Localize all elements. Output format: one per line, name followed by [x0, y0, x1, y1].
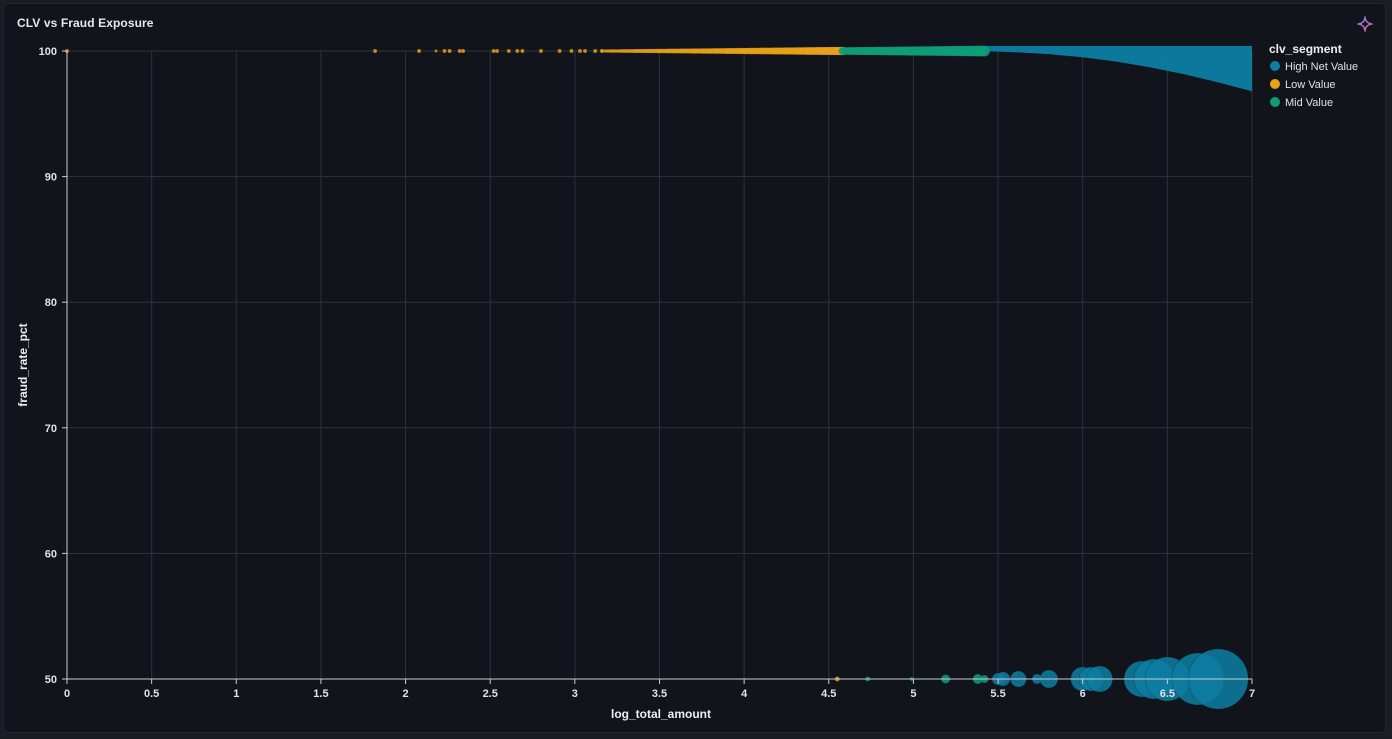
- sparkle-icon[interactable]: [1357, 16, 1373, 32]
- low-value-point: [372, 48, 378, 54]
- y-tick-label: 50: [45, 674, 57, 686]
- legend-swatch: [1270, 79, 1280, 89]
- low-value-point: [442, 48, 447, 54]
- chart-panel: CLV vs Fraud Exposure: [3, 3, 1386, 733]
- high-net-value-band: [981, 46, 1252, 92]
- legend: clv_segment High Net Value Low Value Mid V…: [1269, 42, 1358, 109]
- x-tick-label: 1.5: [313, 688, 328, 700]
- y-tick-label: 70: [45, 423, 57, 435]
- y-tick-label: 90: [45, 172, 57, 184]
- x-tick-label: 2: [403, 688, 409, 700]
- low-value-point: [506, 48, 512, 54]
- x-tick-label: 1: [233, 688, 239, 700]
- x-tick-label: 3: [572, 688, 578, 700]
- x-tick-label: 6: [1080, 688, 1086, 700]
- low-value-point: [538, 48, 544, 54]
- x-tick-label: 7: [1249, 688, 1255, 700]
- x-tick-label: 0: [64, 688, 70, 700]
- low-value-point: [494, 48, 500, 54]
- panel-title: CLV vs Fraud Exposure: [17, 16, 154, 30]
- legend-entry: Low Value: [1285, 79, 1336, 91]
- low-value-point: [592, 48, 598, 54]
- legend-title: clv_segment: [1269, 42, 1342, 56]
- x-tick-label: 6.5: [1160, 688, 1175, 700]
- low-value-point: [434, 49, 438, 53]
- axes: 0 0.5 1 1.5 2 2.5 3 3.5 4 4.5 5 5.5 6 6.5 7 50 60 70 80 90 1…: [39, 46, 1255, 700]
- y-axis-label: fraud_rate_pct: [16, 323, 30, 406]
- x-axis-label: log_total_amount: [611, 707, 711, 721]
- y-tick-label: 60: [45, 548, 57, 560]
- chart-marks: [64, 45, 1252, 710]
- low-value-point: [599, 48, 605, 54]
- x-tick-label: 2.5: [483, 688, 498, 700]
- low-value-point: [577, 48, 583, 54]
- low-value-point: [460, 48, 466, 54]
- low-value-point: [520, 48, 525, 54]
- low-value-point: [447, 48, 452, 54]
- low-value-point: [582, 48, 588, 54]
- y-tick-label: 80: [45, 297, 57, 309]
- x-tick-label: 5.5: [990, 688, 1005, 700]
- legend-swatch: [1270, 97, 1280, 107]
- mid-value-point: [979, 45, 990, 57]
- grid-lines: [66, 50, 1253, 680]
- x-tick-label: 4: [741, 688, 748, 700]
- legend-entry: High Net Value: [1285, 61, 1358, 73]
- x-tick-label: 0.5: [144, 688, 159, 700]
- legend-swatch: [1270, 61, 1280, 71]
- x-tick-label: 5: [910, 688, 916, 700]
- x-tick-label: 3.5: [652, 688, 667, 700]
- legend-entry: Mid Value: [1285, 97, 1333, 109]
- low-value-point: [557, 48, 562, 54]
- x-tick-label: 4.5: [821, 688, 836, 700]
- low-value-point: [569, 48, 574, 54]
- y-tick-label: 100: [39, 46, 57, 58]
- low-value-point: [416, 48, 422, 54]
- low-value-point: [514, 48, 520, 54]
